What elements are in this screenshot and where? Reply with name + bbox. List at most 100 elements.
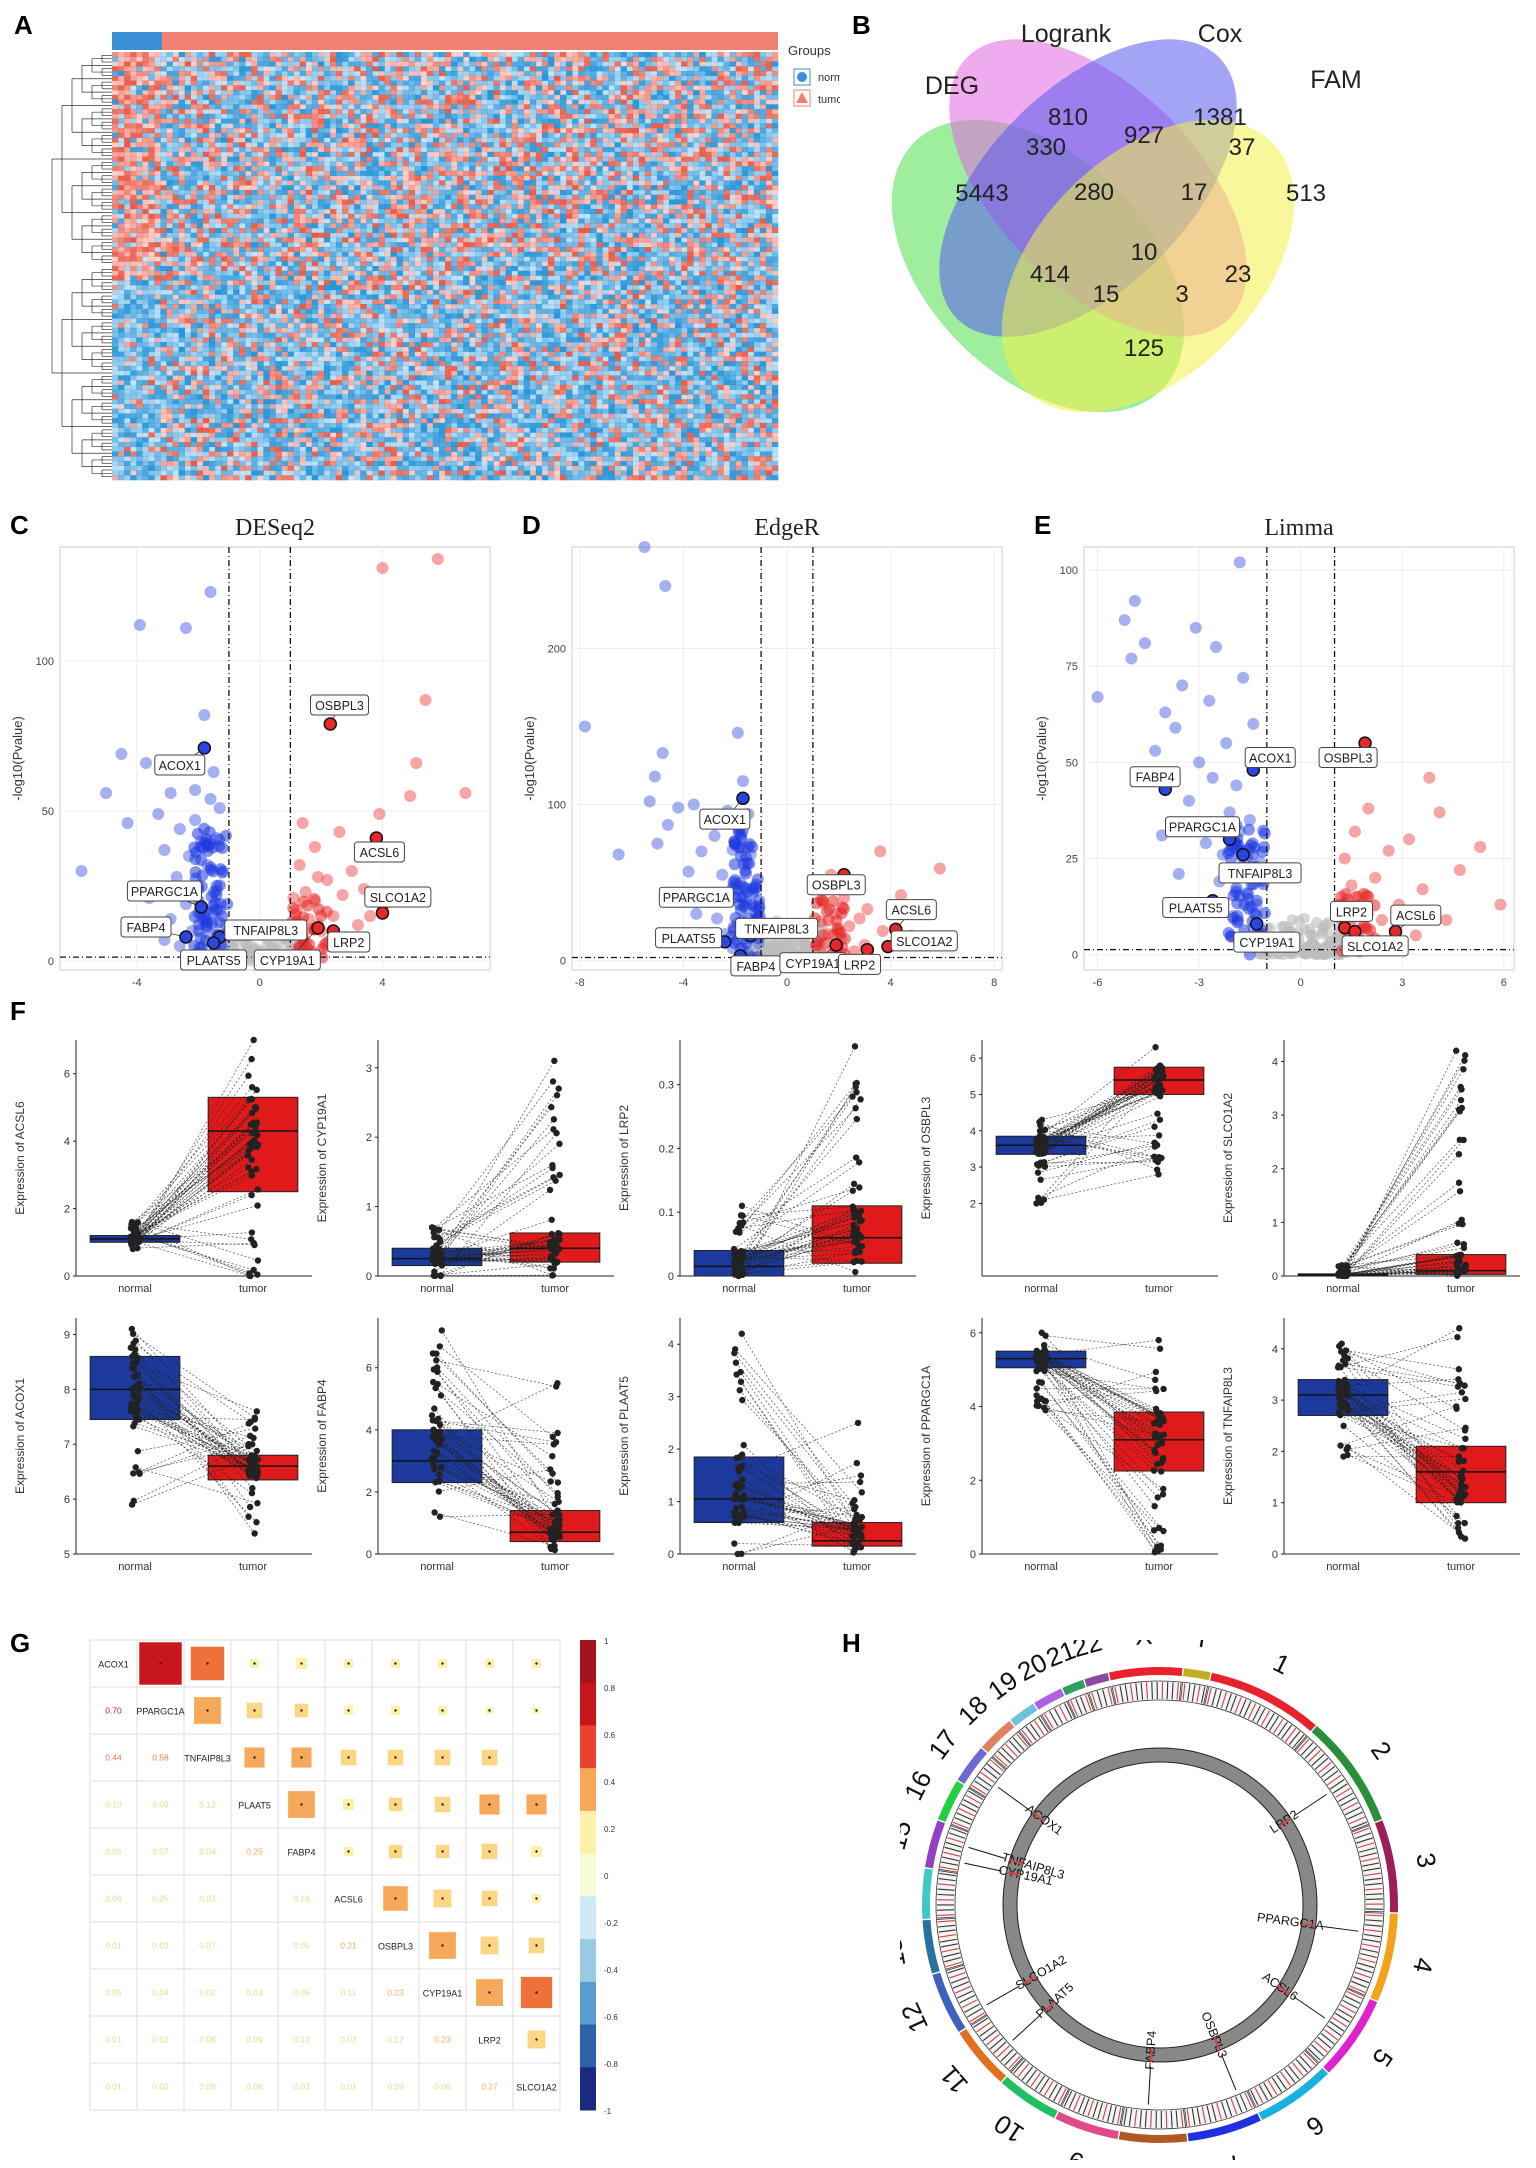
heatmap-cell (553, 227, 561, 234)
heatmap-cell (608, 189, 615, 195)
heatmap-cell (656, 166, 664, 172)
heatmap-cell (305, 128, 313, 134)
heatmap-cell (299, 94, 307, 100)
heatmap-cell (487, 94, 494, 100)
heatmap-cell (729, 156, 736, 162)
heatmap-cell (172, 256, 179, 262)
heatmap-cell (136, 194, 143, 200)
heatmap-cell (378, 199, 385, 205)
heatmap-cell (220, 104, 228, 110)
heatmap-cell (124, 61, 131, 67)
heatmap-cell (402, 66, 409, 72)
heatmap-cell (517, 161, 524, 167)
heatmap-cell (438, 194, 446, 200)
heatmap-cell (753, 237, 761, 243)
heatmap-cell (699, 94, 706, 100)
heatmap-cell (699, 213, 706, 219)
heatmap-cell (178, 151, 185, 157)
heatmap-cell (142, 118, 149, 124)
heatmap-cell (765, 85, 773, 91)
heatmap-cell (662, 66, 670, 72)
heatmap-cell (717, 80, 724, 86)
heatmap-cell (329, 142, 337, 148)
heatmap-cell (148, 142, 155, 148)
heatmap-cell (329, 94, 337, 100)
heatmap-cell (656, 52, 664, 58)
heatmap-cell (632, 61, 640, 67)
heatmap-cell (263, 242, 270, 248)
heatmap-cell (451, 85, 458, 91)
heatmap-cell (172, 175, 179, 181)
heatmap-cell (354, 109, 361, 115)
heatmap-cell (426, 166, 434, 172)
heatmap-cell (148, 161, 155, 167)
heatmap-cell (384, 94, 391, 100)
heatmap-cell (348, 204, 355, 210)
heatmap-cell (578, 223, 585, 229)
heatmap-cell (148, 109, 155, 115)
heatmap-cell (620, 85, 627, 91)
heatmap-cell (329, 189, 337, 195)
heatmap-cell (505, 132, 512, 138)
heatmap-cell (687, 104, 694, 110)
heatmap-cell (130, 109, 137, 115)
heatmap-cell (178, 109, 185, 115)
heatmap-cell (245, 213, 252, 219)
heatmap-cell (463, 52, 470, 58)
heatmap-cell (257, 237, 264, 243)
heatmap-cell (420, 204, 428, 210)
heatmap-cell (656, 170, 664, 176)
heatmap-cell (299, 218, 307, 224)
heatmap-cell (287, 242, 294, 248)
heatmap-cell (251, 104, 258, 110)
heatmap-cell (414, 199, 422, 205)
heatmap-cell (299, 189, 307, 195)
heatmap-cell (499, 99, 506, 105)
heatmap-cell (717, 223, 724, 229)
heatmap-cell (735, 137, 742, 143)
heatmap-cell (517, 156, 524, 162)
heatmap-cell (596, 94, 603, 100)
heatmap-cell (257, 213, 264, 219)
heatmap-cell (759, 104, 767, 110)
heatmap-cell (723, 113, 730, 119)
heatmap-cell (245, 251, 252, 257)
heatmap-cell (136, 156, 143, 162)
heatmap-cell (432, 204, 440, 210)
heatmap-cell (342, 118, 349, 124)
heatmap-cell (323, 118, 331, 124)
heatmap-cell (172, 232, 179, 238)
heatmap-cell (408, 156, 416, 162)
heatmap-cell (426, 237, 434, 243)
heatmap-cell (311, 104, 319, 110)
heatmap-cell (178, 227, 185, 234)
heatmap-cell (336, 194, 343, 200)
heatmap-cell (293, 99, 300, 105)
heatmap-cell (693, 223, 700, 229)
heatmap-cell (729, 189, 736, 195)
heatmap-cell (124, 71, 131, 77)
heatmap-cell (354, 137, 361, 143)
heatmap-cell (263, 194, 270, 200)
heatmap-cell (233, 180, 240, 186)
heatmap-cell (136, 90, 143, 96)
heatmap-cell (220, 251, 228, 257)
heatmap-cell (759, 232, 767, 238)
heatmap-cell (487, 227, 494, 234)
heatmap-cell (281, 218, 288, 224)
heatmap-cell (729, 104, 736, 110)
heatmap-cell (196, 123, 204, 129)
heatmap-cell (317, 213, 325, 219)
heatmap-cell (112, 256, 119, 262)
heatmap-cell (547, 52, 555, 58)
heatmap-cell (220, 118, 228, 124)
heatmap-cell (747, 99, 755, 105)
heatmap-cell (196, 142, 204, 148)
heatmap-cell (269, 52, 276, 58)
heatmap-cell (360, 94, 367, 100)
heatmap-cell (317, 137, 325, 143)
heatmap-cell (608, 218, 615, 224)
heatmap-cell (457, 113, 464, 119)
heatmap-cell (124, 99, 131, 105)
heatmap-cell (608, 151, 615, 157)
